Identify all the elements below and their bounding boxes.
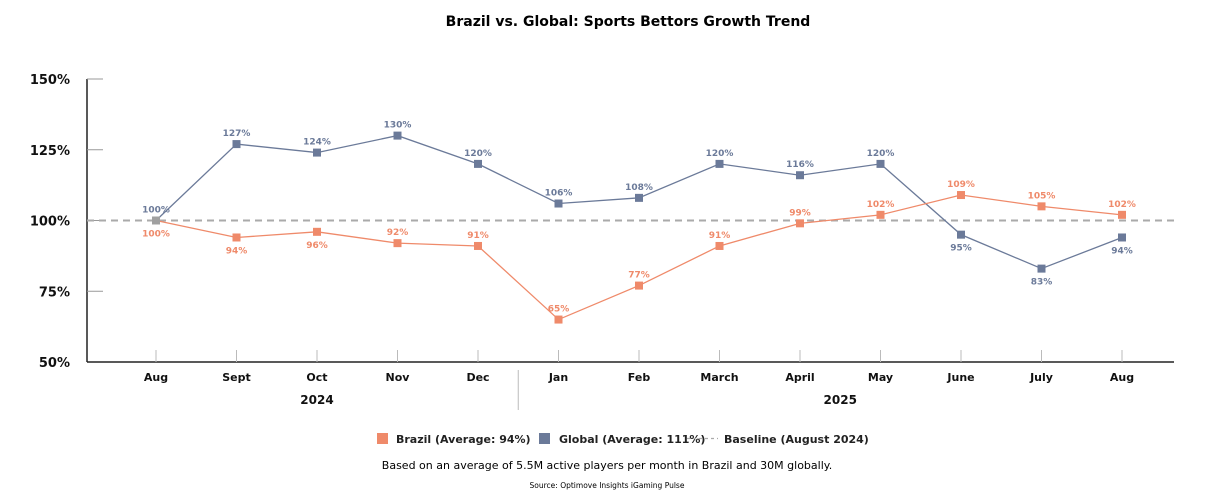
y-tick-label: 150% xyxy=(30,73,70,88)
brazil-point xyxy=(554,315,563,324)
global-point xyxy=(876,159,885,168)
x-tick-label: Feb xyxy=(628,371,651,384)
brazil-data-label: 65% xyxy=(548,305,570,315)
x-tick-label: Sept xyxy=(222,371,251,384)
x-tick-label: March xyxy=(700,371,738,384)
brazil-point xyxy=(796,219,804,228)
brazil-point xyxy=(635,281,643,290)
legend-brazil-swatch xyxy=(377,433,388,444)
brazil-point xyxy=(393,239,402,248)
brazil-data-label: 96% xyxy=(306,241,328,251)
brazil-data-label: 109% xyxy=(947,180,975,190)
brazil-data-label: 91% xyxy=(467,231,489,241)
global-point xyxy=(313,148,321,157)
global-point xyxy=(554,199,563,208)
year-label: 2025 xyxy=(824,393,857,407)
y-tick-label: 125% xyxy=(30,144,70,159)
source-note: Source: Optimove Insights iGaming Pulse xyxy=(530,481,685,490)
legend-global-swatch xyxy=(539,433,550,444)
brazil-data-label: 91% xyxy=(709,231,731,241)
brazil-line xyxy=(155,194,1123,321)
x-tick-label: Jan xyxy=(548,371,568,384)
x-tick-label: Nov xyxy=(386,371,411,384)
y-tick-label: 50% xyxy=(39,356,70,371)
year-label: 2024 xyxy=(300,393,333,407)
brazil-point xyxy=(957,191,965,200)
series-global: 100% 127% 124% 130% 120% 106% 108% 120% 116% 120%… xyxy=(142,121,1133,288)
global-data-label: 108% xyxy=(625,183,653,193)
brazil-point xyxy=(313,227,321,236)
global-data-label: 120% xyxy=(464,149,492,159)
brazil-data-label: 105% xyxy=(1028,191,1056,201)
global-data-label: 83% xyxy=(1031,278,1053,288)
y-tick-label: 75% xyxy=(39,285,70,300)
chart-title: Brazil vs. Global: Sports Bettors Growth… xyxy=(446,14,811,30)
legend-brazil-label: Brazil (Average: 94%) xyxy=(396,433,531,446)
legend-global-label: Global (Average: 111%) xyxy=(559,433,705,446)
brazil-point xyxy=(1118,210,1126,219)
brazil-data-label: 102% xyxy=(1108,200,1136,210)
global-data-label: 120% xyxy=(867,149,895,159)
brazil-point xyxy=(232,233,241,242)
global-point xyxy=(715,159,724,168)
brazil-point xyxy=(1037,202,1046,211)
global-data-label: 116% xyxy=(786,160,814,170)
x-tick-label: Aug xyxy=(144,371,168,384)
global-data-label: 95% xyxy=(950,244,972,254)
series-brazil: 100% 94% 96% 92% 91% 65% 77% 91% 99% 102% 109% 105%… xyxy=(142,180,1136,324)
global-point xyxy=(1037,264,1046,273)
series: 100% 127% 124% 130% 120% 106% 108% 120% 116% 120%… xyxy=(142,121,1136,324)
y-tick-label: 100% xyxy=(30,215,70,230)
x-tick-label: June xyxy=(946,371,974,384)
global-point xyxy=(474,159,482,168)
x-tick-label: Oct xyxy=(306,371,327,384)
legend: Brazil (Average: 94%) Global (Average: 11… xyxy=(377,433,869,446)
global-data-label: 94% xyxy=(1111,246,1133,256)
x-tick-label: July xyxy=(1029,371,1053,384)
axes: 50% 75% 100% 125% 150% Aug Sept Oct Nov Dec Jan Feb… xyxy=(30,73,1174,410)
x-tick-label: Dec xyxy=(466,371,489,384)
global-data-label: 120% xyxy=(706,149,734,159)
global-point xyxy=(796,171,804,180)
global-point xyxy=(957,230,965,239)
global-data-label: 106% xyxy=(545,189,573,199)
global-data-label: 100% xyxy=(142,206,170,216)
global-point xyxy=(232,140,241,149)
global-point xyxy=(393,131,402,140)
brazil-data-label: 102% xyxy=(867,200,895,210)
global-line xyxy=(155,134,1123,270)
global-data-label: 124% xyxy=(303,138,331,148)
brazil-data-label: 100% xyxy=(142,230,170,240)
brazil-point xyxy=(876,210,885,219)
footnote: Based on an average of 5.5M active playe… xyxy=(382,459,832,472)
brazil-data-label: 92% xyxy=(387,228,409,238)
brazil-data-label: 94% xyxy=(226,246,248,256)
brazil-data-label: 77% xyxy=(628,271,650,281)
brazil-data-label: 99% xyxy=(789,208,811,218)
brazil-point xyxy=(152,216,160,225)
global-point xyxy=(1118,233,1126,242)
legend-baseline-label: Baseline (August 2024) xyxy=(724,433,869,446)
x-tick-label: April xyxy=(785,371,814,384)
global-data-label: 127% xyxy=(223,129,251,139)
x-tick-label: May xyxy=(868,371,893,384)
brazil-point xyxy=(715,241,724,250)
brazil-point xyxy=(474,241,482,250)
global-point xyxy=(635,193,643,202)
x-tick-label: Aug xyxy=(1110,371,1134,384)
global-data-label: 130% xyxy=(384,121,412,131)
